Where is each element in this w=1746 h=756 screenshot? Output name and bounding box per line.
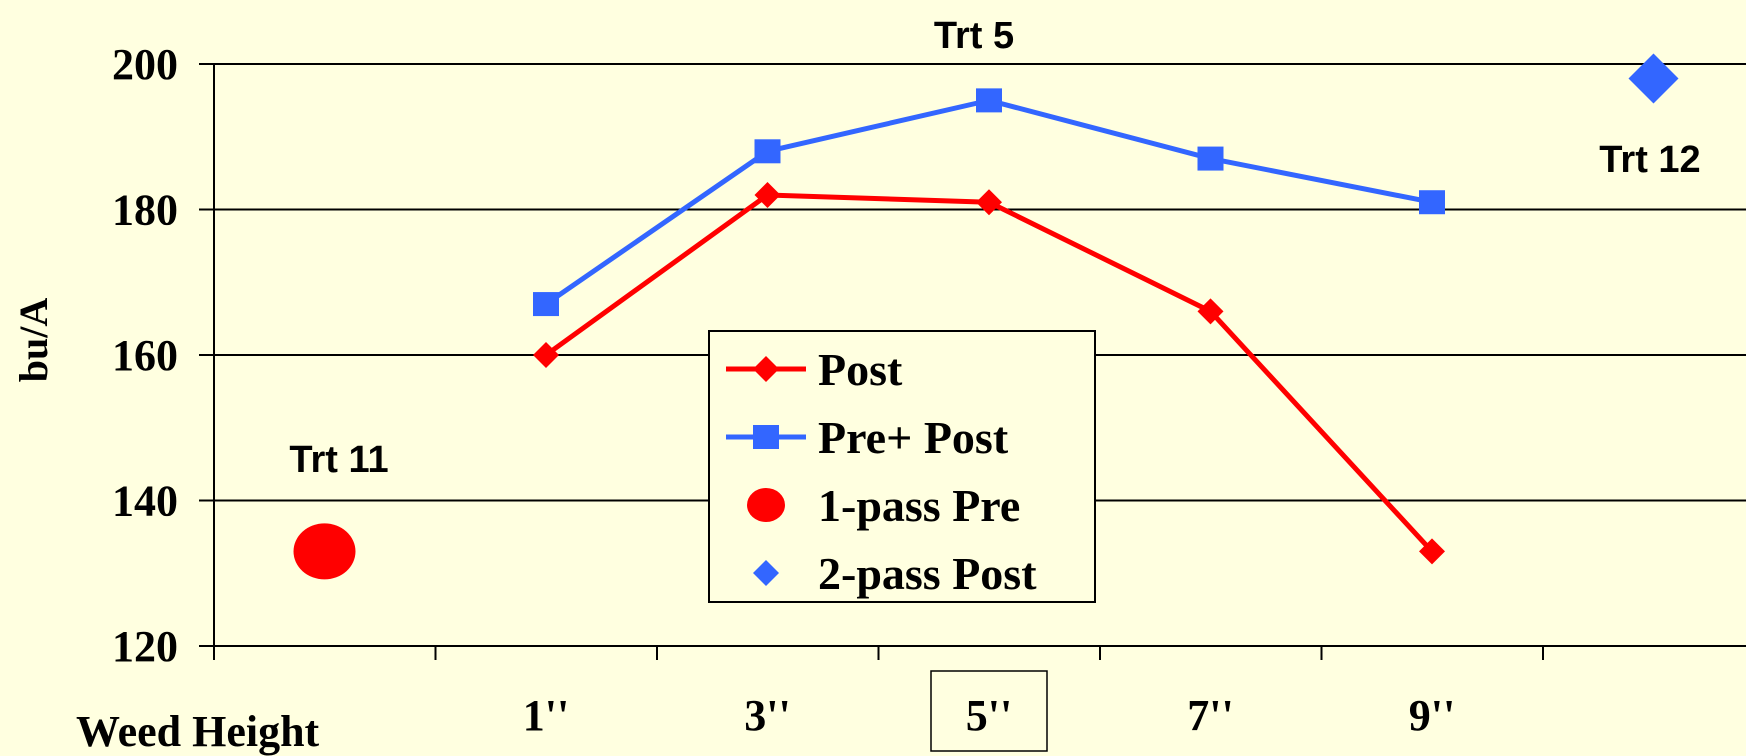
legend-marker (753, 425, 779, 449)
legend-label: 2-pass Post (818, 548, 1037, 599)
legend-label: Post (818, 344, 903, 395)
data-point (976, 189, 1002, 216)
series-layer (293, 53, 1679, 580)
legend-marker (753, 560, 779, 586)
y-tick-labels: 120 140 160 180 200 (112, 40, 178, 671)
data-point (1197, 146, 1224, 171)
data-point (1419, 190, 1445, 215)
x-tick-labels: 1'' 3'' 5'' 7'' 9'' (523, 670, 1455, 752)
x-tick-highlight-box (930, 670, 1048, 752)
data-point (533, 292, 559, 317)
data-point (533, 342, 559, 368)
data-point (976, 88, 1002, 113)
data-point (293, 523, 356, 580)
axes (199, 63, 1746, 660)
annotation-label: Trt 11 (289, 439, 388, 481)
data-point (1628, 53, 1679, 104)
y-tick-label: 160 (112, 331, 178, 380)
x-tick-label: 5'' (966, 691, 1012, 740)
data-point (1197, 298, 1224, 325)
y-tick-label: 140 (112, 477, 178, 526)
x-axis-label: Weed Height (76, 707, 320, 756)
legend-marker (747, 488, 785, 522)
y-tick-label: 120 (112, 622, 178, 671)
annotation-label: Trt 5 (934, 15, 1014, 57)
legend-marker (753, 356, 779, 382)
legend: Post Pre+ Post 1-pass Pre 2-pass Post (708, 330, 1096, 603)
x-tick-label: 3'' (744, 691, 790, 740)
x-tick-label: 1'' (523, 691, 569, 740)
data-point (754, 181, 781, 208)
y-axis-label: bu/A (11, 298, 56, 383)
y-tick-label: 200 (112, 40, 178, 89)
annotations: Trt 11 Trt 5 Trt 12 (289, 15, 1700, 481)
x-tick-label: 7'' (1187, 691, 1233, 740)
data-point (1419, 538, 1445, 565)
y-tick-label: 180 (112, 186, 178, 235)
x-tick-label: 9'' (1409, 691, 1455, 740)
legend-label: Pre+ Post (818, 412, 1009, 463)
legend-label: 1-pass Pre (818, 480, 1020, 531)
legend-box (708, 330, 1096, 603)
annotation-label: Trt 12 (1599, 139, 1700, 181)
data-point (754, 139, 781, 164)
